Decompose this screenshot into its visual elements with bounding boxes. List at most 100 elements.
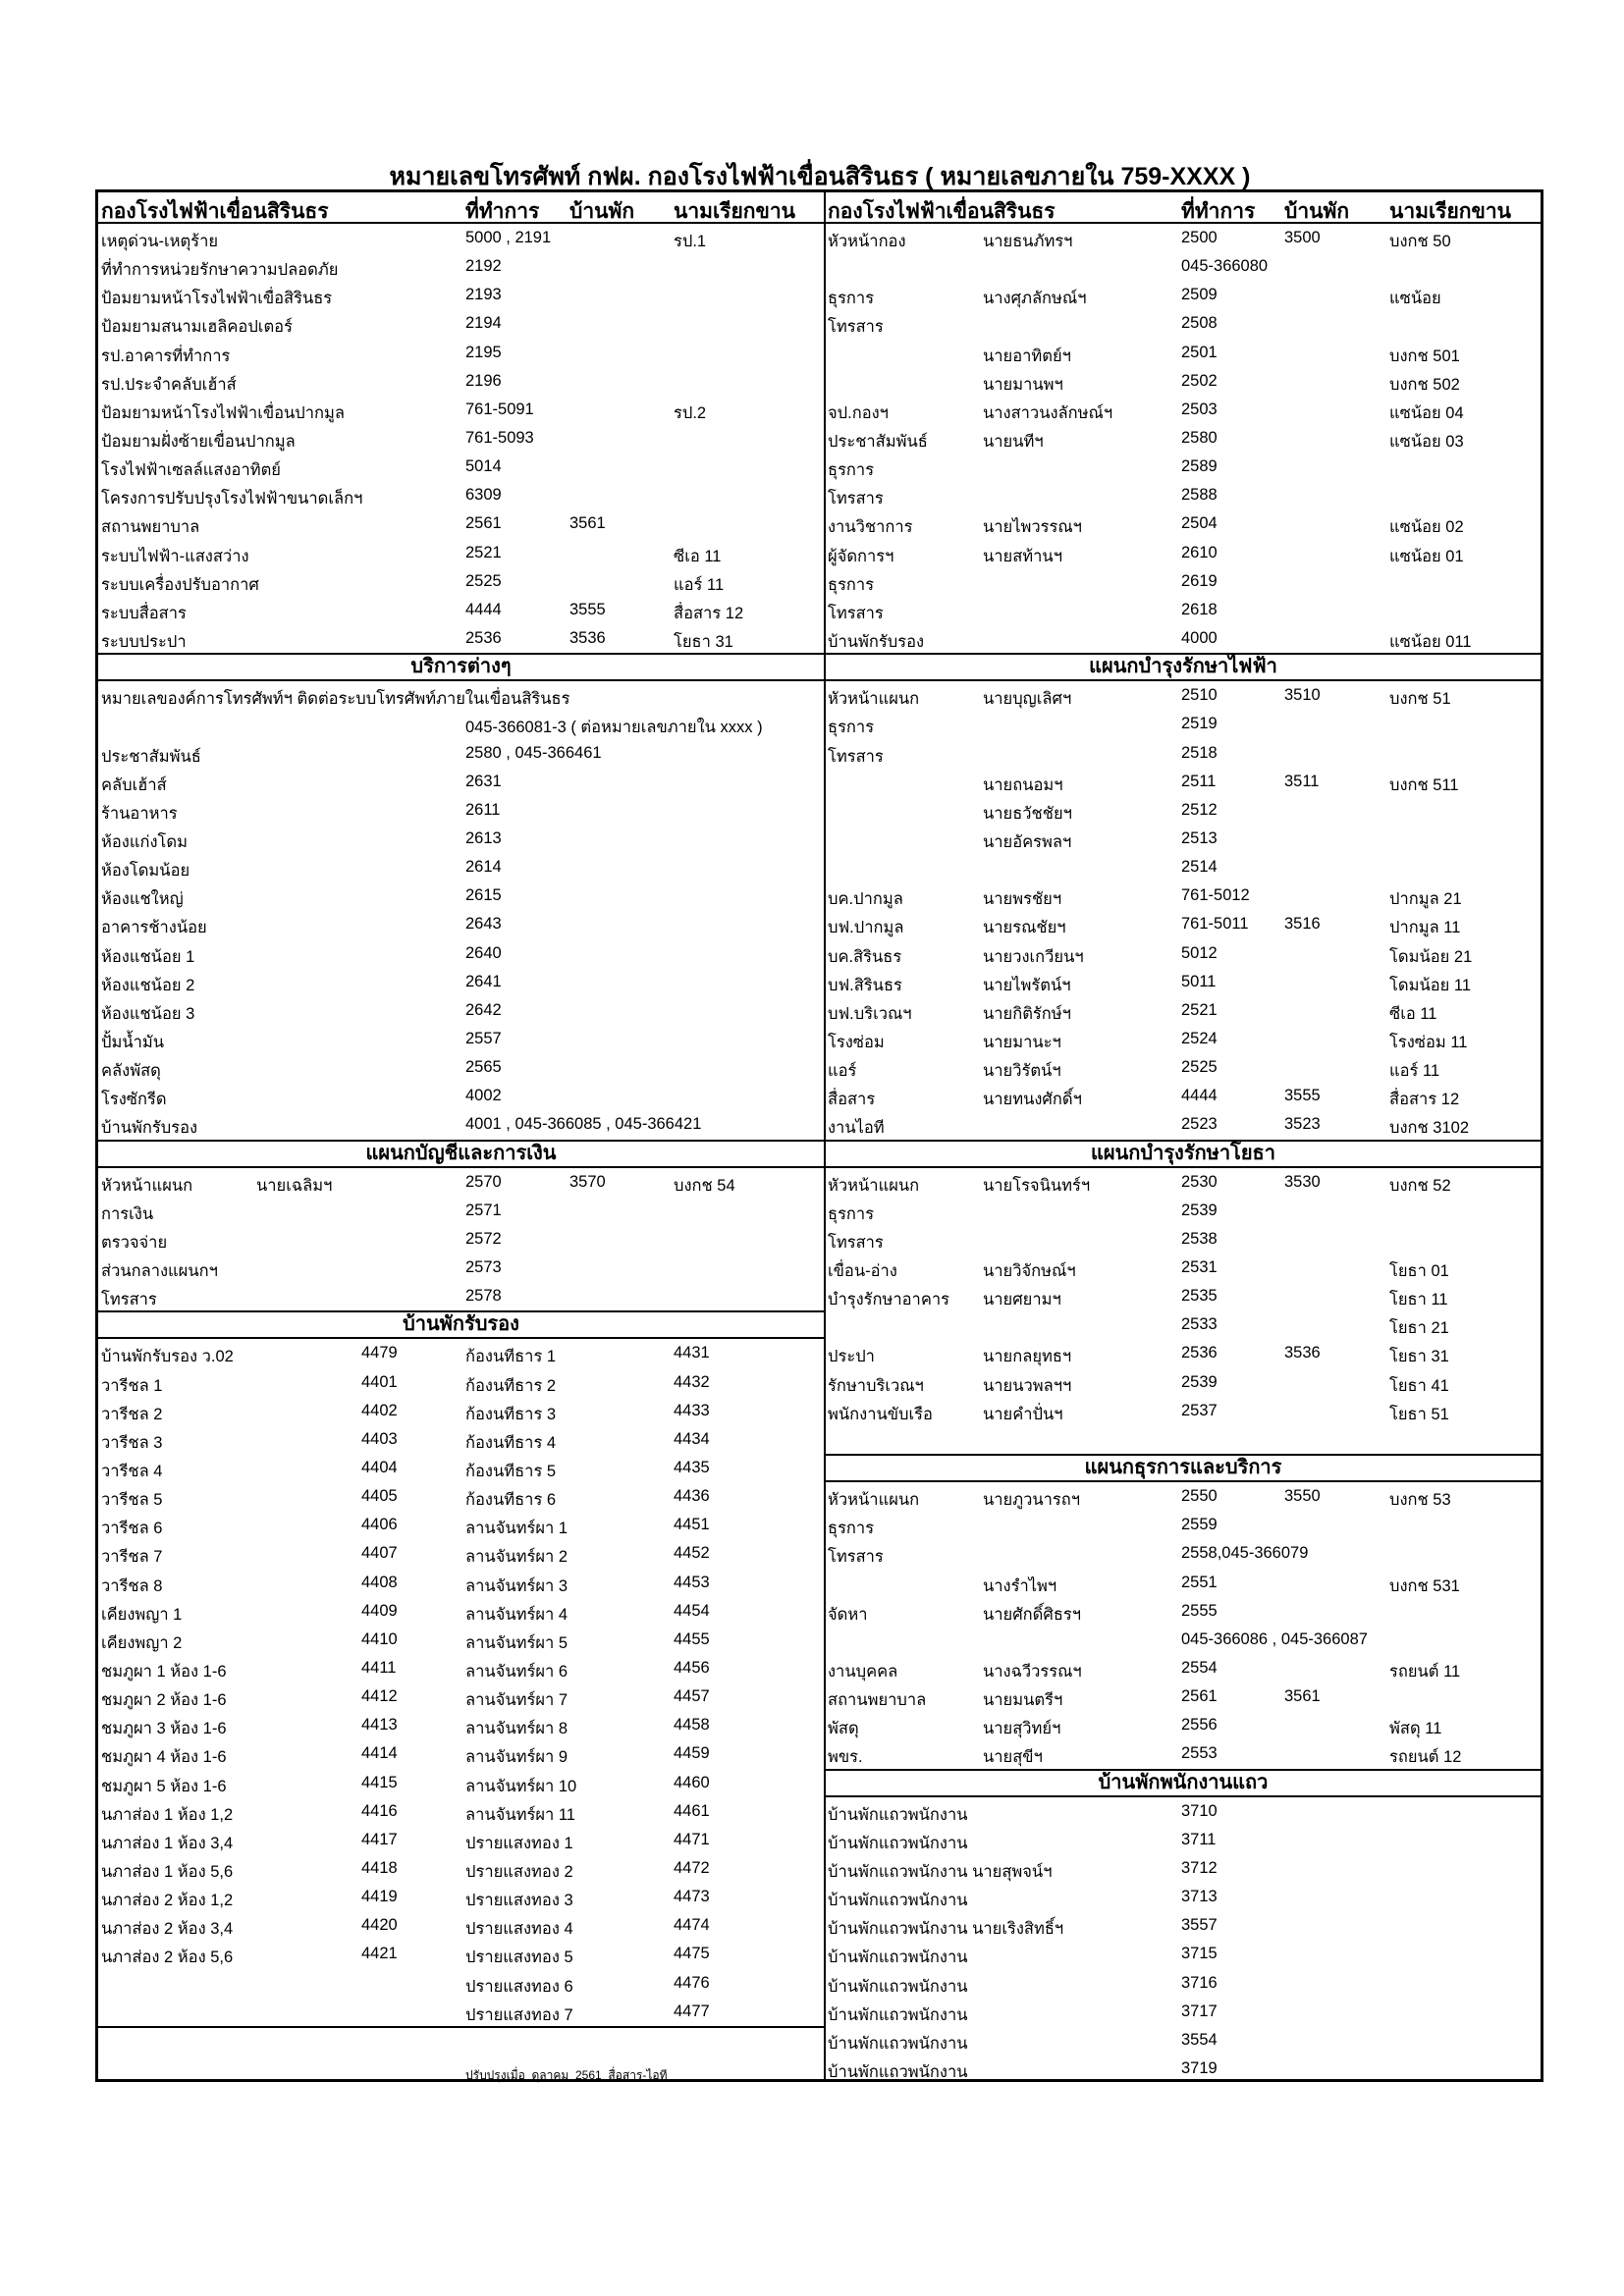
office-number: 2539 [1181,1372,1218,1391]
home-number: 3511 [1284,772,1320,790]
office-number: ปรายแสงทอง 3 [465,1892,573,1910]
entry-label: นภาส่อง 2 ห้อง 1,2 [101,1892,234,1910]
table-row: ชมภูผา 1 ห้อง 1-6 4411 ลานจันทร์ผา 6 4456 [98,1654,824,1682]
person-name: นายสุวิทย์ฯ [983,1720,1061,1738]
table-row: ชมภูผา 3 ห้อง 1-6 4413 ลานจันทร์ผา 8 4458 [98,1711,824,1739]
table-row: นภาส่อง 1 ห้อง 1,2 4416 ลานจันทร์ผา 11 4461 [98,1797,824,1826]
office-number: 5012 [1181,943,1218,962]
table-row: หมายเลของค์การโทรศัพท์ฯ ติดต่อระบบโทรศัพ… [98,681,824,710]
section-title: บริการต่างๆ [98,653,824,682]
table-row: นายถนอมฯ 2511 3511 บงกช 511 [826,768,1541,796]
table-row: ชมภูผา 2 ห้อง 1-6 4412 ลานจันทร์ผา 7 4457 [98,1682,824,1711]
table-row: ธุรการ 2619 [826,567,1541,596]
section-title: บ้านพักพนักงานแถว [826,1768,1541,1797]
table-row: โรงซ่อม นายมานะฯ 2524 โรงซ่อม 11 [826,1025,1541,1053]
entry-label: เขื่อน-อ่าง [828,1262,897,1281]
table-row: นภาส่อง 2 ห้อง 3,4 4420 ปรายแสงทอง 4 4474 [98,1911,824,1940]
guest-number: 4402 [361,1401,398,1419]
callsign: แซน้อย 04 [1389,403,1464,422]
home-number: 3536 [1284,1344,1321,1362]
office-number: 2615 [465,886,502,905]
entry-label: แอร์ [828,1062,857,1081]
callsign: โดมน้อย 11 [1389,976,1472,994]
office-number: 2613 [465,828,502,847]
table-row: นายอัครพลฯ 2513 [826,825,1541,853]
entry-label: บ้านพักแถวพนักงาน [828,1949,968,1967]
table-row: นายธวัชชัยฯ 2512 [826,796,1541,825]
office-number: 2192 [465,257,502,276]
left-column: กองโรงไฟฟ้าเขื่อนสิรินธร ที่ทำการ บ้านพักน… [98,192,826,2082]
table-row: ประชาสัมพันธ์ 2580 , 045-366461 [98,739,824,768]
office-number: ลานจันทร์ผา 11 [465,1805,575,1824]
entry-label: ชมภูผา 5 ห้อง 1-6 [101,1777,227,1795]
table-row: ป้อมยามหน้าโรงไฟฟ้าเขื่อสิรินธร 2193 [98,281,824,309]
entry-label: งานไอที [828,1119,885,1138]
table-row: ชมภูผา 5 ห้อง 1-6 4415 ลานจันทร์ผา 10 4460 [98,1769,824,1797]
entry-label: ระบบสื่อสาร [101,604,187,622]
office-number: 2565 [465,1058,502,1077]
entry-label: บ้านพักแถวพนักงาน [828,2034,968,2053]
office-number: 3711 [1181,1830,1217,1848]
section-title: แผนกธุรการและบริการ [826,1454,1541,1483]
office-number: ปรายแสงทอง 7 [465,2005,573,2024]
callsign: บงกช 50 [1389,233,1451,250]
table-row: พขร. นายสุขีฯ 2553 รถยนต์ 12 [826,1739,1541,1768]
office-number: 2559 [1181,1516,1218,1534]
entry-label: ห้องแชน้อย 2 [101,976,195,994]
entry-label: ธุรการ [828,575,875,594]
table-row: เคียงพญา 1 4409 ลานจันทร์ผา 4 4454 [98,1597,824,1626]
callsign: โยธา 11 [1389,1291,1448,1309]
person-name: นายถนอมฯ [983,775,1063,794]
office-number: ลานจันทร์ผา 3 [465,1576,568,1595]
table-row: ตรวจจ่าย 2572 [98,1225,824,1254]
table-row: ระบบสื่อสาร 4444 3555 สื่อสาร 12 [98,596,824,624]
office-number: 4001 , 045-366085 , 045-366421 [465,1115,702,1134]
home-number: 3516 [1284,915,1321,934]
callsign: 4460 [674,1773,710,1791]
table-row: ห้องแก่งโดม 2613 [98,825,824,853]
table-row: ประชาสัมพันธ์ นายนทีฯ 2580 แซน้อย 03 [826,424,1541,453]
table-row: โรงไฟฟ้าเซลล์แสงอาทิตย์ 5014 [98,453,824,481]
office-number: 2573 [465,1258,502,1277]
table-row: หัวหน้าแผนก นายเฉลิมฯ 2570 3570 บงกช 54 [98,1168,824,1197]
table-row: อาคารช้างน้อย 2643 [98,910,824,938]
callsign: บงกช 53 [1389,1491,1451,1510]
entry-label: วารีชล 7 [101,1548,163,1567]
office-number: 4002 [465,1087,502,1105]
person-name: นายอาทิตย์ฯ [983,347,1071,365]
table-row: ห้องแชน้อย 1 2640 [98,939,824,968]
entry-label: วารีชล 3 [101,1433,163,1452]
entry-label: โรงซ่อม [828,1033,885,1051]
entry-label: บค.สิรินธร [828,947,902,966]
table-row: ระบบประปา 2536 3536 โยธา 31 [98,624,824,653]
office-number: 2571 [465,1201,502,1219]
entry-label: อาคารช้างน้อย [101,919,207,937]
header-home-number: บ้านพัก [569,200,635,223]
office-number: 2538 [1181,1229,1218,1248]
home-number: 3500 [1284,229,1321,246]
callsign: สื่อสาร 12 [1389,1091,1460,1109]
guest-number: 4415 [361,1773,398,1791]
office-number: 2618 [1181,600,1218,618]
entry-label: ชมภูผา 3 ห้อง 1-6 [101,1720,227,1738]
phone-directory-table: กองโรงไฟฟ้าเขื่อนสิรินธร ที่ทำการ บ้านพักน… [95,189,1543,2082]
callsign: 4473 [674,1888,710,1906]
entry-label: บ้านพักแถวพนักงาน [828,1977,968,1996]
callsign: บงกช 501 [1389,347,1460,365]
office-number: 2588 [1181,486,1218,505]
person-name: นายกิติรักษ์ฯ [983,1004,1071,1023]
entry-label: ป้อมยามฝั่งซ้ายเขื่อนปากมูล [101,432,296,451]
home-number: 3555 [1284,1087,1321,1105]
callsign: บงกช 502 [1389,375,1460,394]
entry-label: นภาส่อง 2 ห้อง 3,4 [101,1920,234,1939]
table-row: ห้องแชใหญ่ 2615 [98,881,824,910]
entry-label: นภาส่อง 1 ห้อง 5,6 [101,1863,234,1882]
office-number: 2611 [465,800,501,819]
entry-label: โทรสาร [828,1233,884,1252]
callsign: 4474 [674,1916,710,1935]
callsign: แซน้อย 01 [1389,547,1464,565]
table-row: ที่ทำการหน่วยรักษาความปลอดภัย 2192 [98,252,824,281]
callsign: 4459 [674,1744,710,1763]
office-number: 3710 [1181,1801,1218,1820]
table-row: ธุรการ 2559 [826,1511,1541,1539]
